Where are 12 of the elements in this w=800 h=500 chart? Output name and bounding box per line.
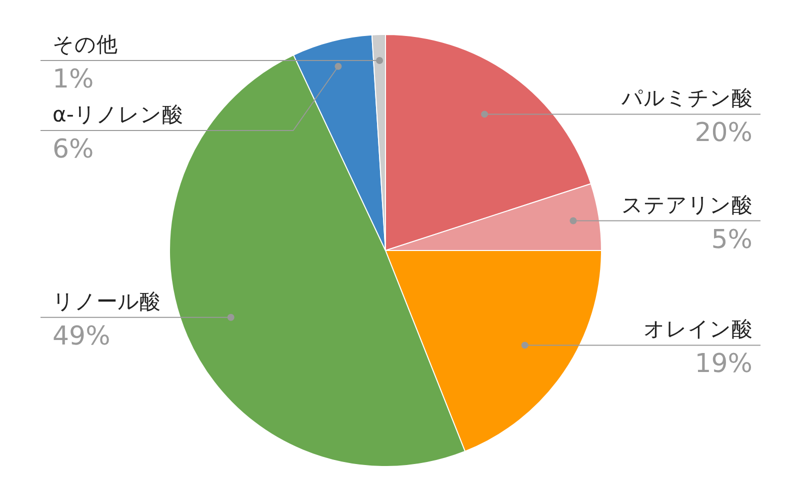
data-label: 6% <box>52 134 94 165</box>
data-label: 1% <box>52 64 94 95</box>
slice-label: ステアリン酸 <box>622 192 752 217</box>
slice-label: その他 <box>52 32 118 57</box>
data-label: 19% <box>694 349 753 380</box>
data-label: 5% <box>711 224 753 255</box>
slice-label: リノール酸 <box>52 289 160 314</box>
slice-label: パルミチン酸 <box>620 86 752 110</box>
slice-label: オレイン酸 <box>644 317 752 342</box>
data-label: 49% <box>52 321 110 352</box>
slice-label: α-リノレン酸 <box>52 102 183 127</box>
data-label: 20% <box>694 118 753 148</box>
